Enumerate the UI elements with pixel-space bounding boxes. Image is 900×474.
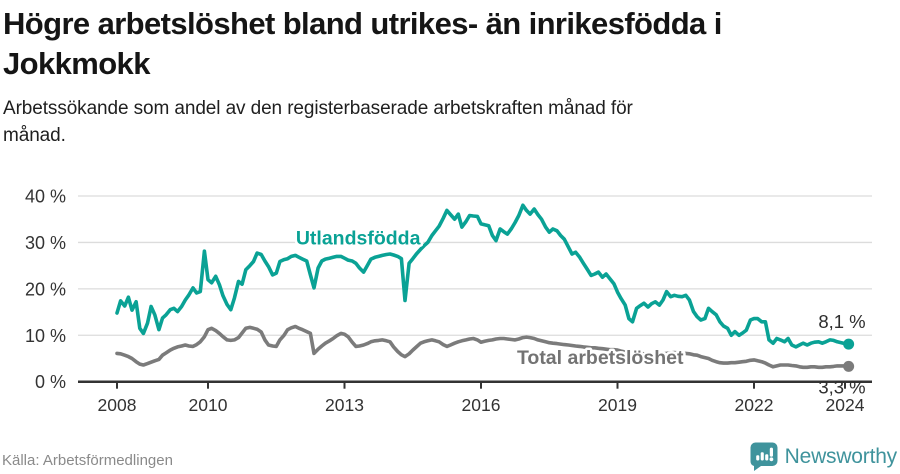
x-axis-tick-label: 2019	[598, 395, 637, 415]
title-line-2: Jokkmokk	[3, 46, 150, 81]
source-credit: Källa: Arbetsförmedlingen	[2, 452, 173, 469]
y-axis-tick-label: 40 %	[25, 187, 66, 207]
newsworthy-logo[interactable]: Newsworthy	[750, 442, 897, 471]
series-end-dot	[843, 338, 855, 350]
newsworthy-bubble-icon	[750, 442, 778, 471]
subtitle-line-1: Arbetssökande som andel av den registerb…	[3, 98, 633, 119]
series-line-total	[115, 324, 851, 370]
title-line-1: Högre arbetslöshet bland utrikes- än inr…	[3, 6, 722, 41]
y-axis-tick-label: 0 %	[35, 372, 66, 392]
chart-footer: Källa: Arbetsförmedlingen Newsworthy	[0, 442, 900, 474]
x-axis-tick-label: 2024	[826, 395, 865, 415]
series-inline-label: Utlandsfödda	[296, 228, 421, 250]
subtitle-line-2: månad.	[3, 125, 66, 146]
series-end-value-label: 8,1 %	[818, 311, 865, 332]
chart-subtitle: Arbetssökande som andel av den registerb…	[3, 95, 883, 149]
y-axis-tick-label: 10 %	[25, 326, 66, 346]
series-end-value-label: 3,3 %	[818, 376, 865, 397]
newsworthy-wordmark: Newsworthy	[784, 444, 898, 468]
x-axis-tick-label: 2008	[98, 395, 137, 415]
x-axis-tick-label: 2022	[735, 395, 774, 415]
x-axis-tick-label: 2010	[189, 395, 228, 415]
y-axis-tick-label: 20 %	[25, 279, 66, 299]
y-axis-tick-label: 30 %	[25, 233, 66, 253]
page-title: Högre arbetslöshet bland utrikes- än inr…	[3, 4, 883, 84]
x-axis-tick-label: 2013	[325, 395, 364, 415]
series-line-utlandsfodda	[115, 203, 851, 349]
series-inline-label: Total arbetslöshet	[517, 347, 684, 369]
chart-header: Högre arbetslöshet bland utrikes- än inr…	[3, 4, 883, 149]
series-end-dot	[843, 360, 855, 372]
x-axis-tick-label: 2016	[462, 395, 501, 415]
